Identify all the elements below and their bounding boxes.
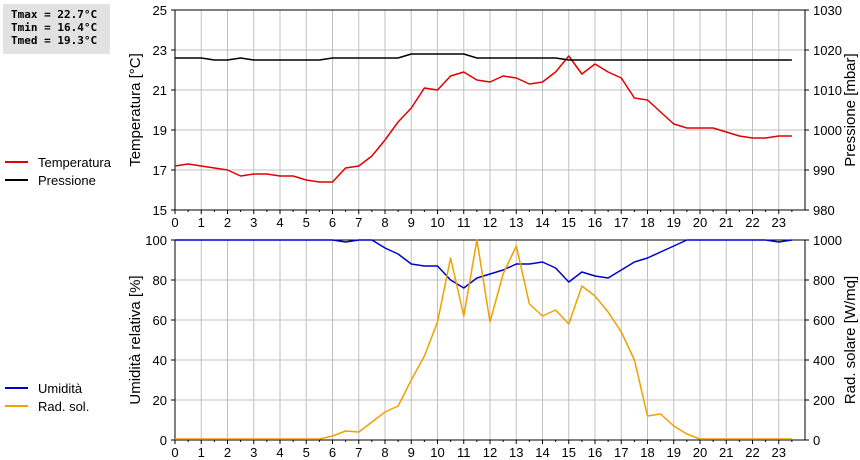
y-left-tick-label: 40 [153,353,167,368]
x-tick-label: 13 [509,445,523,460]
x-tick-label: 21 [719,445,733,460]
x-tick-label: 0 [171,445,178,460]
y-right-tick-label: 1000 [813,233,842,248]
series-line-rad-sol- [175,239,792,440]
x-tick-label: 8 [381,445,388,460]
series-line-umidit- [175,239,793,289]
x-tick-label: 23 [772,445,786,460]
x-tick-label: 17 [614,215,628,230]
y-right-tick-label: 200 [813,393,835,408]
y-right-tick-label: 600 [813,313,835,328]
x-tick-label: 11 [457,445,471,460]
y-left-tick-label: 21 [153,83,167,98]
y-left-tick-label: 0 [160,433,167,448]
tmed-label: Tmed = 19.3°C [11,34,98,47]
y-right-tick-label: 1020 [813,43,842,58]
legend-label: Temperatura [38,155,112,170]
stats-box: Tmax = 22.7°C Tmin = 16.4°C Tmed = 19.3°… [3,4,110,54]
y-left-axis-label: Umidità relativa [%] [127,275,144,404]
y-left-tick-label: 20 [153,393,167,408]
y-right-axis-label: Pressione [mbar] [842,53,859,166]
x-tick-label: 4 [276,445,283,460]
x-tick-label: 10 [430,215,444,230]
x-tick-label: 0 [171,215,178,230]
x-tick-label: 15 [562,215,576,230]
y-left-tick-label: 100 [145,233,167,248]
x-tick-label: 20 [693,445,707,460]
x-tick-label: 1 [198,215,205,230]
y-left-tick-label: 15 [153,203,167,218]
x-tick-label: 22 [745,445,759,460]
x-tick-label: 7 [355,215,362,230]
x-tick-label: 8 [381,215,388,230]
y-left-tick-label: 17 [153,163,167,178]
x-tick-label: 2 [224,445,231,460]
tmin-label: Tmin = 16.4°C [11,21,98,34]
x-tick-label: 14 [535,215,549,230]
y-right-tick-label: 980 [813,203,835,218]
x-tick-label: 10 [430,445,444,460]
x-tick-label: 23 [772,215,786,230]
x-tick-label: 6 [329,445,336,460]
y-right-tick-label: 0 [813,433,820,448]
x-tick-label: 18 [640,445,654,460]
x-tick-label: 21 [719,215,733,230]
series-line-pressione [175,53,792,61]
y-left-axis-label: Temperatura [°C] [127,53,144,167]
x-tick-label: 14 [535,445,549,460]
x-tick-label: 5 [303,215,310,230]
x-tick-label: 3 [250,215,257,230]
y-left-tick-label: 19 [153,123,167,138]
tmax-label: Tmax = 22.7°C [11,8,98,21]
x-tick-label: 16 [588,215,602,230]
y-right-tick-label: 400 [813,353,835,368]
y-left-tick-label: 25 [153,3,167,18]
x-tick-label: 4 [276,215,283,230]
x-tick-label: 5 [303,445,310,460]
x-tick-label: 6 [329,215,336,230]
x-tick-label: 2 [224,215,231,230]
x-tick-label: 12 [483,215,497,230]
y-right-tick-label: 800 [813,273,835,288]
x-tick-label: 16 [588,445,602,460]
x-tick-label: 17 [614,445,628,460]
x-tick-label: 3 [250,445,257,460]
x-tick-label: 9 [408,445,415,460]
y-right-tick-label: 1010 [813,83,842,98]
x-tick-label: 19 [667,445,681,460]
x-tick-label: 9 [408,215,415,230]
x-tick-label: 18 [640,215,654,230]
x-tick-label: 15 [562,445,576,460]
y-right-tick-label: 990 [813,163,835,178]
x-tick-label: 19 [667,215,681,230]
legend-label: Pressione [38,173,96,188]
x-tick-label: 20 [693,215,707,230]
x-tick-label: 13 [509,215,523,230]
x-tick-label: 7 [355,445,362,460]
x-tick-label: 11 [457,215,471,230]
series-line-temperatura [174,55,792,183]
y-right-axis-label: Rad. solare [W/mq] [842,276,859,404]
y-right-tick-label: 1000 [813,123,842,138]
legend-label: Rad. sol. [38,399,89,414]
y-left-tick-label: 60 [153,313,167,328]
y-left-tick-label: 23 [153,43,167,58]
legend-label: Umidità [38,381,83,396]
y-right-tick-label: 1030 [813,3,842,18]
x-tick-label: 22 [745,215,759,230]
x-tick-label: 1 [198,445,205,460]
x-tick-label: 12 [483,445,497,460]
y-left-tick-label: 80 [153,273,167,288]
